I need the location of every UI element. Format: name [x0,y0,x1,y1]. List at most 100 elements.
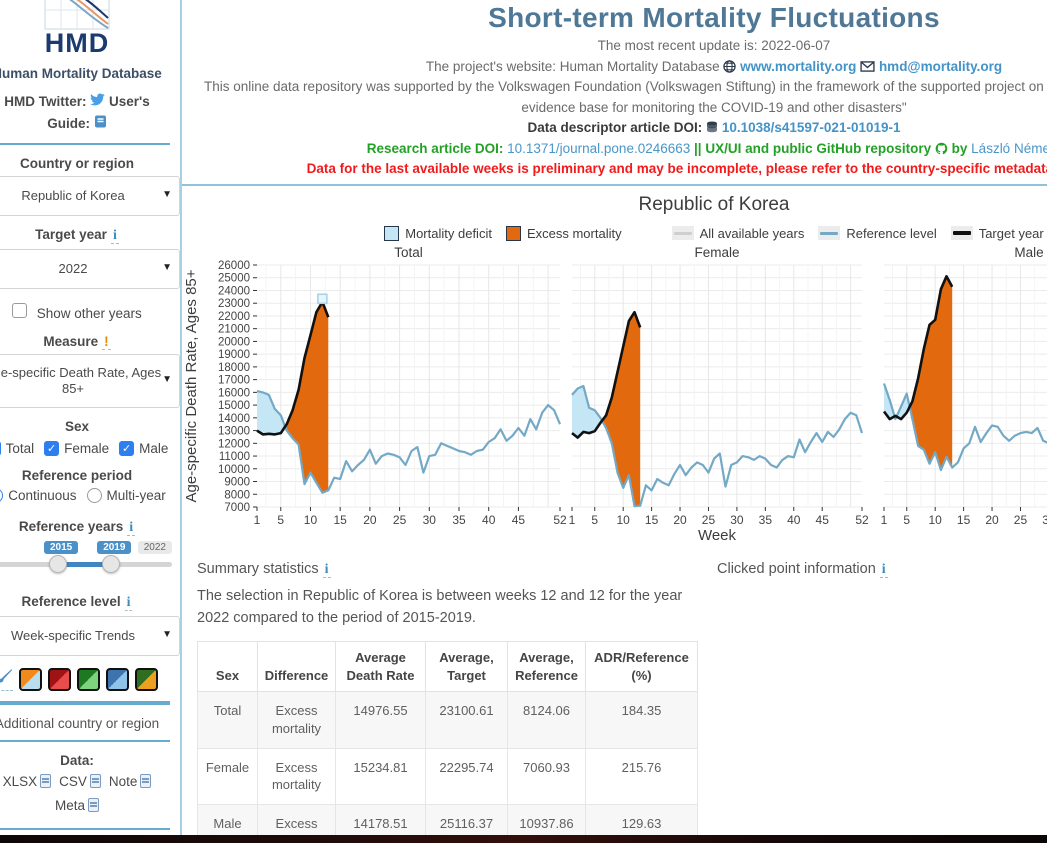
update-line: The most recent update is: 2022-06-07 [182,37,1047,55]
excess-mortality-key[interactable]: Excess mortality [506,226,622,241]
info-icon[interactable]: i [125,595,133,611]
target-year-value: 2022 [59,261,88,277]
target-year-select[interactable]: 2022 ▼ [0,249,180,289]
reference-level-line[interactable] [884,383,1047,470]
svg-text:23000: 23000 [218,298,250,310]
svg-text:5: 5 [903,513,910,527]
all-years-key[interactable]: All available years [672,226,805,241]
svg-text:9000: 9000 [224,476,250,488]
info-icon[interactable]: i [127,520,135,536]
clicked-point-title: Clicked point informationi [717,561,888,578]
palette-green[interactable] [77,668,100,691]
github-icon[interactable] [935,141,948,156]
table-header-cell: Sex [198,642,258,692]
download-label: CSV [59,774,87,789]
svg-text:52: 52 [855,513,869,527]
svg-text:15000: 15000 [218,400,250,412]
mortality-deficit-key-swatch [384,226,399,241]
radio-icon[interactable] [87,488,102,503]
palette-blue[interactable] [106,668,129,691]
doi-link[interactable]: 10.1038/s41597-021-01019-1 [722,120,901,135]
svg-text:15: 15 [957,513,971,527]
svg-text:25: 25 [702,513,716,527]
reference-period-multi-year[interactable]: Multi-year [87,488,166,503]
mortality-deficit-key[interactable]: Mortality deficit [384,226,492,241]
sex-option-label: Female [64,441,109,456]
download-meta-link[interactable]: Meta [55,798,99,813]
show-other-years-checkbox[interactable] [12,303,27,318]
svg-text:5: 5 [591,513,598,527]
sex-option-label: Total [6,441,35,456]
x-axis-label: Week [698,527,737,544]
reference-period-continuous[interactable]: Continuous [0,488,77,503]
table-cell: Female [198,748,258,804]
palette-orange-blue[interactable] [19,668,42,691]
slider-handle-right[interactable] [102,555,120,573]
radio-icon[interactable] [0,488,3,503]
mortality-deficit-area[interactable] [572,386,602,438]
book-icon[interactable] [94,116,107,131]
checkbox-icon[interactable]: ✓ [119,441,134,456]
xlsx-file-icon [40,774,51,788]
excess-mortality-area[interactable] [285,302,328,493]
slider-min-badge: 2015 [44,541,78,554]
clicked-point-marker[interactable] [318,294,327,303]
country-label: Country or region [0,156,174,171]
country-select[interactable]: Republic of Korea ▼ [0,176,180,216]
svg-text:40: 40 [787,513,801,527]
legend-label: Excess mortality [527,226,622,241]
clicked-point-panel: Clicked point informationi [702,561,888,843]
author-link[interactable]: László Németh [971,141,1047,156]
research-doi-link[interactable]: 10.1371/journal.pone.0246663 [507,141,690,156]
paintbrush-icon[interactable] [0,668,13,691]
reference-level-key[interactable]: Reference level [818,226,936,241]
svg-text:21000: 21000 [218,324,250,336]
svg-text:45: 45 [512,513,526,527]
download-note-link[interactable]: Note [109,774,152,789]
svg-text:20000: 20000 [218,336,250,348]
alert-icon[interactable]: ! [102,334,111,350]
target-year-key[interactable]: Target year [951,226,1044,241]
email-link[interactable]: hmd@mortality.org [879,59,1002,74]
svg-text:20: 20 [363,513,377,527]
palette-green-orange[interactable] [135,668,158,691]
reference-level-label: Reference leveli [0,594,174,611]
svg-text:22000: 22000 [218,311,250,323]
hmd-logo-curves [44,0,110,30]
slider-track[interactable] [0,562,172,567]
show-other-years[interactable]: Show other years [0,303,180,323]
palette-red[interactable] [48,668,71,691]
sidebar-divider [0,701,170,705]
twitter-icon[interactable] [90,94,105,109]
checkbox-icon[interactable]: ✓ [44,441,59,456]
reference-level-select[interactable]: Week-specific Trends ▼ [0,616,180,656]
sex-option-female[interactable]: ✓ Female [44,441,109,456]
measure-select[interactable]: Age-specific Death Rate, Ages 85+ ▼ [0,354,180,408]
table-cell: 7060.93 [508,748,586,804]
slider-handle-left[interactable] [49,555,67,573]
country-select-value: Republic of Korea [21,188,124,204]
reference-years-slider[interactable]: 2015 2019 2022 [0,541,172,583]
support-line-2: evidence base for monitoring the COVID-1… [182,99,1047,117]
sidebar-divider [0,828,170,830]
checkbox-icon[interactable]: ✓ [0,441,1,456]
download-label: XLSX [3,774,38,789]
download-xlsx-link[interactable]: XLSX [3,774,52,789]
sex-option-total[interactable]: ✓ Total [0,441,34,456]
mortality-charts[interactable]: 7000800090001000011000120001300014000150… [182,245,1047,545]
sex-option-male[interactable]: ✓Male [119,441,168,456]
table-cell: Excess mortality [258,692,336,748]
download-csv-link[interactable]: CSV [59,774,101,789]
svg-text:16000: 16000 [218,387,250,399]
website-link[interactable]: www.mortality.org [740,59,856,74]
info-icon[interactable]: i [323,562,331,578]
info-icon[interactable]: i [880,562,888,578]
svg-text:Female: Female [694,245,739,260]
svg-text:20: 20 [673,513,687,527]
slider-end-badge: 2022 [138,541,172,554]
svg-text:18000: 18000 [218,362,250,374]
info-icon[interactable]: i [111,228,119,244]
svg-text:30: 30 [1042,513,1047,527]
table-header-cell: Average, Reference [508,642,586,692]
additional-country-label[interactable]: Additional country or region [0,716,174,731]
